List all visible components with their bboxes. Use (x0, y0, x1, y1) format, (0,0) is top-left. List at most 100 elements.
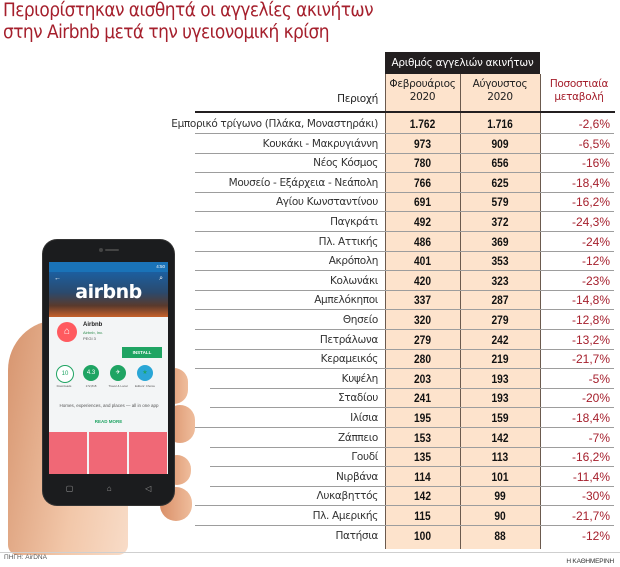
editors-choice-label: Editors' Choice (134, 384, 156, 388)
aug-value: 193 (491, 391, 509, 406)
screenshot-card[interactable] (49, 432, 87, 474)
table-row: Πατήσια 100 88 -12% (0, 526, 620, 546)
feb-value: 195 (413, 411, 432, 425)
table-row: Κεραμεικός 280 219 -21,7% (0, 349, 620, 370)
pct-change-value: -12,8% (571, 313, 610, 327)
aug-value: 99 (494, 489, 506, 504)
back-icon[interactable]: ◁ (145, 483, 152, 493)
row-separator (210, 387, 614, 389)
row-separator (195, 172, 614, 174)
region-name: Ακρόπολη (328, 255, 379, 268)
row-separator (210, 407, 614, 409)
row-separator (210, 466, 614, 468)
footer-rule (0, 552, 620, 553)
region-name: Κυψέλη (341, 372, 379, 385)
header-aug-month: Αύγουστος (472, 78, 528, 90)
region-name: Αμπελόκηποι (314, 294, 378, 307)
region-name: Σταδίου (338, 392, 378, 405)
phone-screen: 4:50 ← ⌕ airbnb ⌂ Airbnb Airbnb, Inc. PE… (49, 262, 168, 474)
table-row: Πετράλωνα 279 242 -13,2% (0, 330, 620, 350)
status-bar: 4:50 (49, 262, 168, 272)
rating-count-label: 172,818 (85, 384, 97, 388)
header-feb-month: Φεβρουάριος (389, 78, 456, 90)
recents-icon[interactable]: ▢ (65, 483, 74, 493)
aug-value: 353 (491, 254, 509, 269)
feb-value: 337 (413, 293, 432, 308)
feb-value: 241 (413, 391, 432, 406)
screenshot-card[interactable] (129, 432, 167, 474)
aug-value: 142 (491, 430, 509, 445)
column-divider (385, 74, 386, 549)
android-nav-bar: ▢ ⌂ ◁ (49, 476, 168, 500)
pct-change-value: -20% (581, 391, 610, 406)
table-row: Λυκαβηττός 142 99 -30% (0, 486, 620, 507)
pct-change-value: -21,7% (571, 509, 610, 523)
aug-value: 101 (491, 469, 509, 484)
feb-value: 279 (413, 332, 432, 347)
row-separator (195, 211, 614, 213)
phone-illustration: 4:50 ← ⌕ airbnb ⌂ Airbnb Airbnb, Inc. PE… (0, 225, 200, 555)
region-name: Κολωνάκι (329, 274, 378, 287)
region-name: Πλ. Αττικής (318, 235, 379, 248)
feb-value: 135 (413, 450, 432, 465)
row-separator (195, 309, 614, 311)
aug-value: 323 (491, 273, 509, 288)
row-separator (195, 133, 614, 134)
region-name: Νέος Κόσμος (313, 157, 378, 170)
aug-value: 219 (491, 352, 509, 367)
table-row: Πλ. Αμερικής 115 90 -21,7% (0, 506, 620, 526)
airbnb-logo-icon: ⌂ (57, 322, 77, 342)
column-divider (540, 74, 541, 549)
feb-value: 973 (413, 136, 432, 151)
table-row: Κολωνάκι 420 323 -23% (0, 271, 620, 291)
header-feb: Φεβρουάριος 2020 (385, 78, 460, 112)
feb-value: 401 (413, 254, 432, 269)
row-separator (195, 427, 614, 428)
feb-value: 153 (413, 430, 432, 445)
screenshot-card[interactable] (89, 432, 127, 474)
row-separator (195, 152, 614, 154)
header-rule (195, 111, 615, 113)
region-name: Παγκράτι (330, 216, 378, 228)
aug-value: 159 (491, 411, 509, 425)
editors-choice-icon: ★ (137, 365, 153, 381)
header-aug-year: 2020 (487, 91, 513, 103)
rating-badge: 4.3 (83, 365, 99, 381)
aug-value: 1.716 (487, 117, 513, 131)
feb-value: 486 (413, 234, 432, 249)
feb-value: 142 (413, 489, 432, 504)
table-row: Ακρόπολη 401 353 -12% (0, 251, 620, 272)
feb-value: 766 (413, 175, 432, 190)
row-separator (195, 348, 614, 350)
row-separator (195, 368, 614, 370)
pct-change-value: -24% (581, 234, 610, 249)
aug-value: 369 (491, 234, 509, 249)
pct-change-value: -16,2% (571, 195, 610, 210)
install-button[interactable]: INSTALL (122, 347, 162, 358)
pct-change-value: -18,4% (571, 175, 610, 190)
search-icon[interactable]: ⌕ (159, 275, 163, 282)
feb-value: 320 (413, 313, 432, 327)
feb-value: 203 (413, 371, 432, 386)
read-more-link[interactable]: READ MORE (94, 419, 123, 424)
region-name: Πετράλωνα (319, 333, 378, 346)
source-note: ΠΗΓΗ: AirDNA (4, 554, 47, 561)
header-region: Περιοχή (337, 93, 378, 105)
title-line-1: Περιορίστηκαν αισθητά οι αγγελίες ακινήτ… (3, 0, 374, 21)
row-separator (195, 191, 614, 193)
pct-change-value: -6,5% (578, 136, 610, 151)
pct-change-value: -5% (588, 371, 610, 386)
table-row: Γουδί 135 113 -16,2% (0, 447, 620, 468)
aug-value: 88 (494, 528, 506, 543)
feb-value: 780 (413, 156, 432, 171)
home-icon[interactable]: ⌂ (106, 483, 112, 493)
region-name: Γουδί (351, 451, 378, 464)
feb-value: 691 (413, 195, 432, 210)
back-arrow-icon[interactable]: ← (54, 275, 61, 282)
feb-value: 1.762 (409, 117, 436, 131)
pct-change-value: -12% (581, 528, 610, 543)
header-pct-change: Ποσοστιαία μεταβολή (540, 78, 618, 112)
app-description: Homes, experiences, and places — all in … (59, 403, 159, 408)
aug-value: 579 (491, 195, 509, 210)
